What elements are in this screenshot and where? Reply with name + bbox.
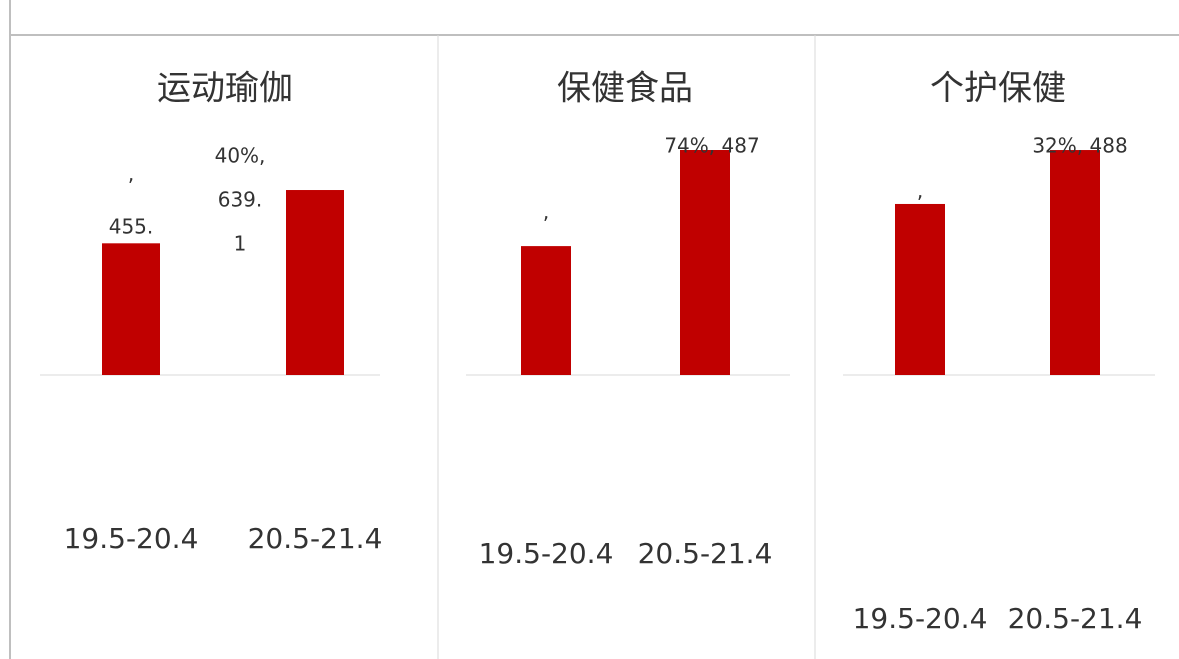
- value-label: 639.: [218, 188, 263, 212]
- x-tick-label: 19.5-20.4: [479, 537, 614, 570]
- x-tick-label: 20.5-21.4: [638, 537, 773, 570]
- panel-title: 保健食品: [557, 69, 693, 109]
- x-tick-label: 19.5-20.4: [64, 522, 199, 555]
- x-tick-label: 19.5-20.4: [853, 602, 988, 635]
- bar: [1050, 150, 1100, 375]
- bar: [680, 150, 730, 375]
- value-label: 455.: [109, 215, 154, 239]
- panel-title: 运动瑜伽: [157, 69, 293, 109]
- panel-title: 个护保健: [930, 69, 1066, 109]
- value-label: ,: [543, 200, 549, 224]
- header-band: [0, 0, 1179, 35]
- value-label: 40%,: [215, 144, 266, 168]
- value-label: ,: [917, 179, 923, 203]
- bar: [521, 246, 571, 375]
- value-label: 74%, 487: [664, 134, 759, 158]
- bar: [895, 203, 945, 375]
- bar: [286, 190, 344, 375]
- value-label: 32%, 488: [1032, 134, 1127, 158]
- x-tick-label: 20.5-21.4: [248, 522, 383, 555]
- value-label: 1: [234, 232, 247, 256]
- value-label: ,: [128, 162, 134, 186]
- x-tick-label: 20.5-21.4: [1008, 602, 1143, 635]
- bar: [102, 243, 160, 375]
